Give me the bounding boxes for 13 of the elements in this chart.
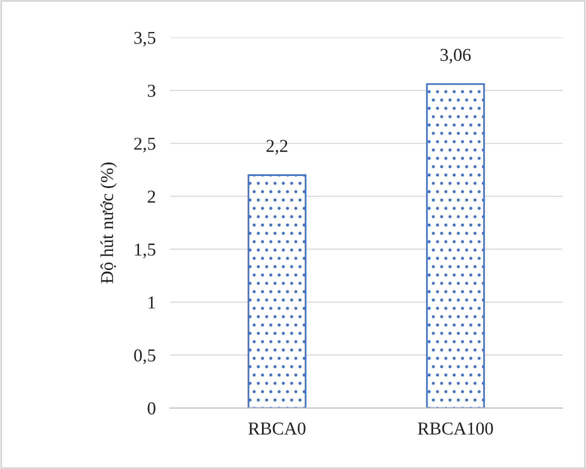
x-tick-label: RBCA100 [418, 422, 493, 435]
data-label: 2,2 [266, 140, 288, 155]
y-axis-title: Độ hút nước (%) [100, 162, 117, 284]
data-label: 3,06 [440, 48, 471, 64]
y-tick-label: 3,5 [134, 32, 156, 47]
y-tick-label: 2,5 [134, 138, 156, 152]
y-tick-label: 0 [148, 402, 156, 414]
y-tick-label: 0,5 [134, 349, 156, 364]
y-tick-label: 3 [148, 84, 156, 97]
y-tick-label: 1 [148, 296, 155, 308]
y-tick-label: 2 [148, 190, 156, 203]
y-tick-label: 1,5 [135, 244, 156, 258]
x-tick-label: RBCA0 [248, 422, 306, 435]
